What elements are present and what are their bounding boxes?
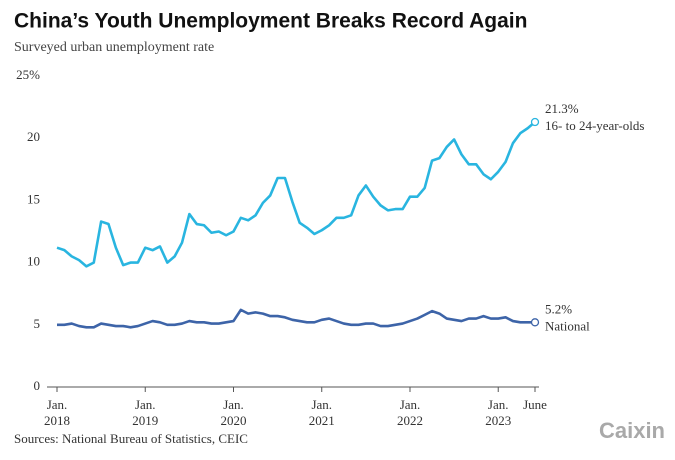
y-tick-label: 5: [34, 316, 41, 331]
y-tick-label: 10: [27, 254, 40, 269]
x-tick-label: Jan. 2019: [132, 397, 158, 428]
x-tick-label: June: [523, 397, 547, 412]
y-tick-label: 15: [27, 191, 40, 206]
end-marker: [530, 318, 540, 327]
end-marker: [530, 117, 540, 127]
value-label: 21.3%: [545, 101, 579, 116]
y-tick-label: 25%: [16, 67, 40, 82]
series-line: [57, 308, 535, 329]
x-tick-label: Jan. 2020: [220, 397, 246, 428]
x-tick-label: Jan. 2018: [44, 397, 70, 428]
series-label: National: [545, 318, 590, 333]
chart-title: China’s Youth Unemployment Breaks Record…: [14, 10, 527, 33]
y-tick-label: 20: [27, 129, 40, 144]
x-tick-label: Jan. 2022: [397, 397, 423, 428]
x-tick-label: Jan. 2021: [309, 397, 335, 428]
source: Sources: National Bureau of Statistics, …: [14, 431, 248, 446]
y-tick-label: 0: [34, 378, 41, 393]
logo: Caixin: [599, 418, 665, 443]
x-tick-label: Jan. 2023: [485, 397, 511, 428]
series-line: [56, 121, 536, 268]
value-label: 5.2%: [545, 301, 572, 316]
series-label: 16- to 24-year-olds: [545, 118, 644, 133]
chart-subtitle: Surveyed urban unemployment rate: [14, 40, 214, 55]
